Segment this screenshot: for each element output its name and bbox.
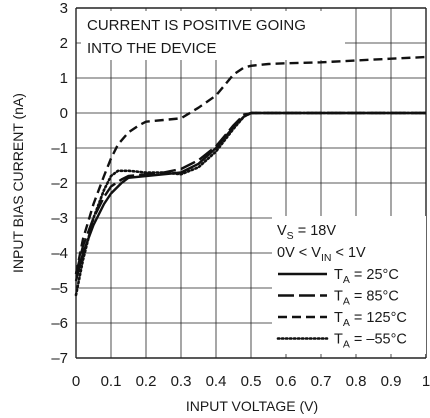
y-tick-label: 3: [60, 0, 68, 17]
x-axis-label: INPUT VOLTAGE (V): [186, 398, 318, 414]
x-tick-label: 0.9: [381, 373, 402, 390]
condition-vs: VS = 18V: [277, 223, 336, 242]
y-tick-label: –2: [51, 175, 68, 192]
y-axis-label: INPUT BIAS CURRENT (nA): [10, 93, 26, 273]
series-line: [74, 55, 427, 275]
y-tick-label: 2: [60, 35, 68, 52]
y-tick-label: –4: [51, 245, 68, 262]
annotation-box: [81, 11, 345, 60]
series-layer: [74, 55, 428, 297]
x-tick-label: 0.6: [276, 373, 297, 390]
legend-label: TA = –55°C: [334, 332, 407, 351]
x-tick-label: 0: [72, 373, 80, 390]
y-tick-label: –3: [51, 210, 68, 227]
legend-box: [272, 216, 426, 354]
x-tick-label: 0.3: [171, 373, 192, 390]
legend-label: TA = 125°C: [334, 310, 407, 329]
y-tick-label: 0: [60, 105, 68, 122]
condition-vin: 0V < VIN < 1V: [277, 245, 366, 264]
legend-label: TA = 85°C: [334, 289, 399, 308]
legend-label: TA = 25°C: [334, 267, 399, 286]
x-tick-labels: 0 0.1 0.2 0.3 0.4 0.5 0.6 0.7 0.8 0.9 1: [72, 373, 430, 390]
annotation-line-1: CURRENT IS POSITIVE GOING: [87, 17, 306, 34]
x-tick-label: 0.8: [346, 373, 367, 390]
y-tick-label: –1: [51, 140, 68, 157]
annotation-line-2: INTO THE DEVICE: [87, 40, 216, 57]
x-tick-label: 0.1: [101, 373, 122, 390]
legend: TA = 25°C TA = 85°C TA = 125°C TA = –55°C: [276, 267, 407, 351]
y-tick-label: 1: [60, 70, 68, 87]
series-line: [74, 111, 428, 297]
x-tick-label: 0.7: [311, 373, 332, 390]
y-tick-label: –6: [51, 315, 68, 332]
x-tick-label: 1: [422, 373, 430, 390]
x-tick-label: 0.5: [241, 373, 262, 390]
y-tick-label: –5: [51, 280, 68, 297]
x-tick-label: 0.4: [206, 373, 227, 390]
x-tick-label: 0.2: [136, 373, 157, 390]
y-tick-label: –7: [51, 350, 68, 367]
y-tick-labels: 3 2 1 0 –1 –2 –3 –4 –5 –6 –7: [51, 0, 68, 367]
